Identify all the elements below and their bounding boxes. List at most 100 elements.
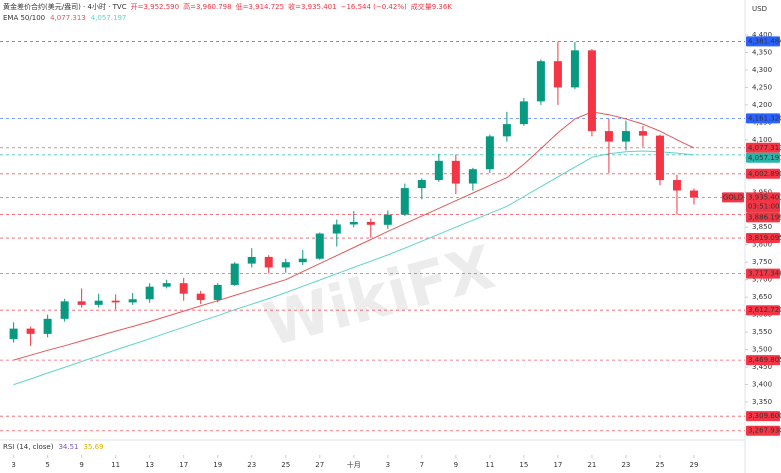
x-tick-label: 13 (145, 461, 154, 469)
price-marker (746, 305, 780, 316)
candle-body (689, 190, 698, 198)
candle-body (553, 61, 562, 88)
price-marker (746, 113, 780, 124)
candle-body (315, 233, 324, 259)
price-marker-label: 4,002.890 (748, 170, 781, 178)
price-marker (746, 36, 780, 47)
y-tick-label: 3,450 (752, 363, 772, 371)
rsi-legend: RSI (14, close) 34.51 35.69 (3, 443, 104, 451)
candle-body (162, 283, 171, 287)
price-marker-label: 4,077.313 (748, 144, 781, 152)
indicator-value: 4,077.313 (50, 14, 86, 22)
price-marker-time: 03:51:00 (748, 202, 779, 210)
candle-body (247, 256, 256, 264)
header: 黄金差价合约(美元/盎司) · 4小时 · TVC 开=3,952.590 高=3,… (3, 2, 452, 11)
candle-body (638, 131, 647, 136)
candle-body (349, 221, 358, 225)
candle-body (111, 300, 120, 303)
candle-body (655, 135, 664, 181)
candle-body (621, 131, 630, 142)
candle-body (196, 293, 205, 300)
indicator-legend: EMA 50/100 4,077.313 4,057.197 (3, 14, 126, 22)
rsi-value: 34.51 (58, 443, 78, 451)
price-marker (746, 152, 780, 163)
candle-body (366, 221, 375, 225)
y-tick-label: 3,950 (752, 188, 772, 196)
x-tick-label: 29 (690, 461, 699, 469)
candle-body (264, 256, 273, 268)
candle-body (213, 284, 222, 300)
x-tick-label: 9 (79, 461, 83, 469)
ema-line (13, 111, 695, 361)
header-part: 开=3,952.590 (131, 3, 180, 11)
candle-body (332, 224, 341, 234)
header-part: 黄金差价合约(美元/盎司) · 4小时 · TVC (3, 2, 127, 11)
y-tick-label: 3,700 (752, 276, 772, 284)
price-marker-label: 3,267.930 (748, 427, 781, 435)
price-marker (746, 233, 780, 244)
x-tick-label: 15 (519, 461, 528, 469)
price-marker (746, 268, 780, 279)
candle-body (145, 286, 154, 300)
candle-body (383, 214, 392, 225)
price-marker-label: 3,819.095 (748, 234, 781, 242)
rsi-label: RSI (14, close) (3, 443, 54, 451)
price-marker (746, 425, 780, 436)
header-part: 高=3,960.798 (183, 2, 232, 11)
candle-body (519, 101, 528, 125)
candle-body (298, 258, 307, 263)
y-tick-label: 4,200 (752, 101, 772, 109)
candle-body (672, 180, 681, 191)
candle-body (77, 301, 86, 305)
y-tick-label: 3,350 (752, 398, 772, 406)
x-tick-label: 17 (179, 461, 188, 469)
y-tick-label: 4,350 (752, 48, 772, 56)
price-marker (746, 168, 780, 179)
price-marker-label: 4,381.484 (748, 37, 781, 45)
candle-body (179, 283, 188, 294)
x-tick-label: 5 (45, 461, 49, 469)
x-tick-label: 7 (420, 461, 424, 469)
candle-body (434, 160, 443, 181)
x-tick-label: 27 (315, 461, 324, 469)
price-marker-label: 3,886.199 (748, 213, 781, 221)
candle-body (128, 299, 137, 303)
header-part: 成交量9.36K (411, 2, 453, 11)
y-tick-label: 4,100 (752, 136, 772, 144)
candle-body (604, 131, 613, 142)
candle-body (485, 136, 494, 170)
candle-body (468, 169, 477, 184)
x-tick-label: 9 (454, 461, 458, 469)
y-tick-label: 3,750 (752, 258, 772, 266)
candle-body (60, 301, 69, 319)
header-part: 收=3,935.401 (288, 2, 337, 11)
price-tag-label: GOLD (723, 193, 743, 201)
price-marker-label: 3,612.720 (748, 306, 781, 314)
x-tick-label: 23 (621, 461, 630, 469)
x-tick-label: 11 (111, 461, 120, 469)
candle-body (417, 180, 426, 189)
candle-body (26, 328, 35, 334)
price-marker (746, 355, 780, 366)
y-tick-label: 3,850 (752, 223, 772, 231)
rsi-value: 35.69 (84, 443, 104, 451)
candle-body (570, 50, 579, 88)
y-tick-label: 4,300 (752, 66, 772, 74)
indicator-value: 4,057.197 (91, 14, 127, 22)
price-marker (746, 212, 780, 223)
x-tick-label: 3 (386, 461, 390, 469)
x-tick-label: 十月 (347, 460, 361, 469)
price-marker-label: 3,309.600 (748, 412, 781, 420)
x-tick-label: 11 (485, 461, 494, 469)
price-marker-label: 4,161.320 (748, 114, 781, 122)
y-tick-label: 3,650 (752, 293, 772, 301)
price-tag (722, 192, 744, 203)
price-marker (746, 411, 780, 422)
x-tick-label: 25 (281, 461, 290, 469)
candle-body (43, 318, 52, 334)
candle-body (536, 61, 545, 102)
candle-body (451, 160, 460, 184)
